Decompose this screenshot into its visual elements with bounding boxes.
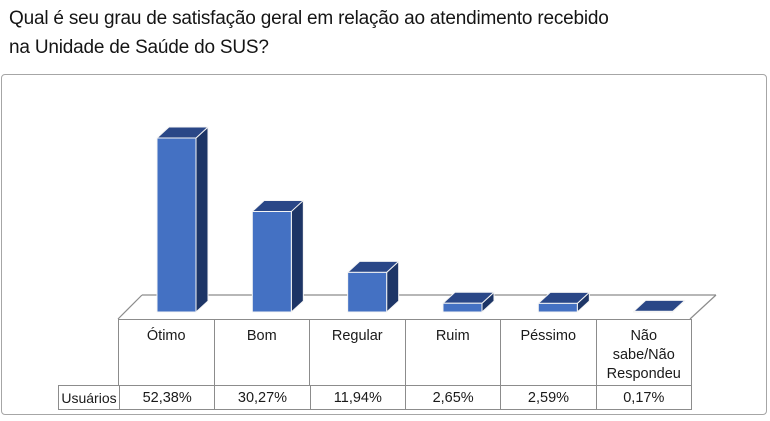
category-label: Bom: [246, 328, 277, 344]
category-label: Ruim: [435, 328, 470, 344]
floor-plane: [117, 294, 717, 320]
bar-ruim: [442, 291, 495, 313]
bar-regular: [347, 260, 400, 313]
category-label: Ótimo: [146, 328, 186, 344]
value-cell-pessimo: 2,59%: [501, 386, 597, 409]
category-cell-regular: Regular: [310, 320, 406, 385]
category-label: Não sabe/Não Respondeu: [606, 328, 681, 382]
category-label: Regular: [331, 328, 383, 344]
category-cell-bom: Bom: [215, 320, 310, 385]
category-cell-pessimo: Péssimo: [501, 320, 597, 385]
data-table-value-row: Usuários 52,38% 30,27% 11,94% 2,65% 2,59% 0,1…: [58, 385, 692, 410]
bar-pessimo: [537, 291, 590, 313]
chart-title: Qual é seu grau de satisfação geral em r…: [9, 4, 761, 62]
bar-plot-3d: [117, 126, 717, 320]
category-cell-otimo: Ótimo: [119, 320, 215, 385]
category-cell-ruim: Ruim: [406, 320, 501, 385]
bar-bom: [251, 199, 304, 313]
value-cell-nao-sabe-nao-respondeu: 0,17%: [623, 389, 665, 406]
value-cell-otimo: 52,38%: [120, 386, 216, 409]
bar-otimo: [156, 126, 209, 313]
bar-nao-sabe-nao-respondeu: [633, 299, 686, 313]
value-cell-bom: 30,27%: [215, 386, 311, 409]
value-cell-regular: 11,94%: [311, 386, 406, 409]
category-label: Péssimo: [520, 328, 577, 344]
value-cell-ruim: 2,65%: [406, 386, 502, 409]
category-cell-nao-sabe-nao-respondeu: Não sabe/Não Respondeu: [597, 320, 692, 385]
category-axis-row: Ótimo Bom Regular Ruim Péssimo Não sabe/Não R…: [118, 319, 692, 385]
series-row-header: Usuários: [59, 386, 120, 409]
chart-title-line-1: Qual é seu grau de satisfação geral em r…: [9, 8, 609, 29]
chart-area: Ótimo Bom Regular Ruim Péssimo Não sabe/Não R…: [1, 74, 767, 415]
chart-title-line-2: na Unidade de Saúde do SUS?: [9, 37, 269, 58]
